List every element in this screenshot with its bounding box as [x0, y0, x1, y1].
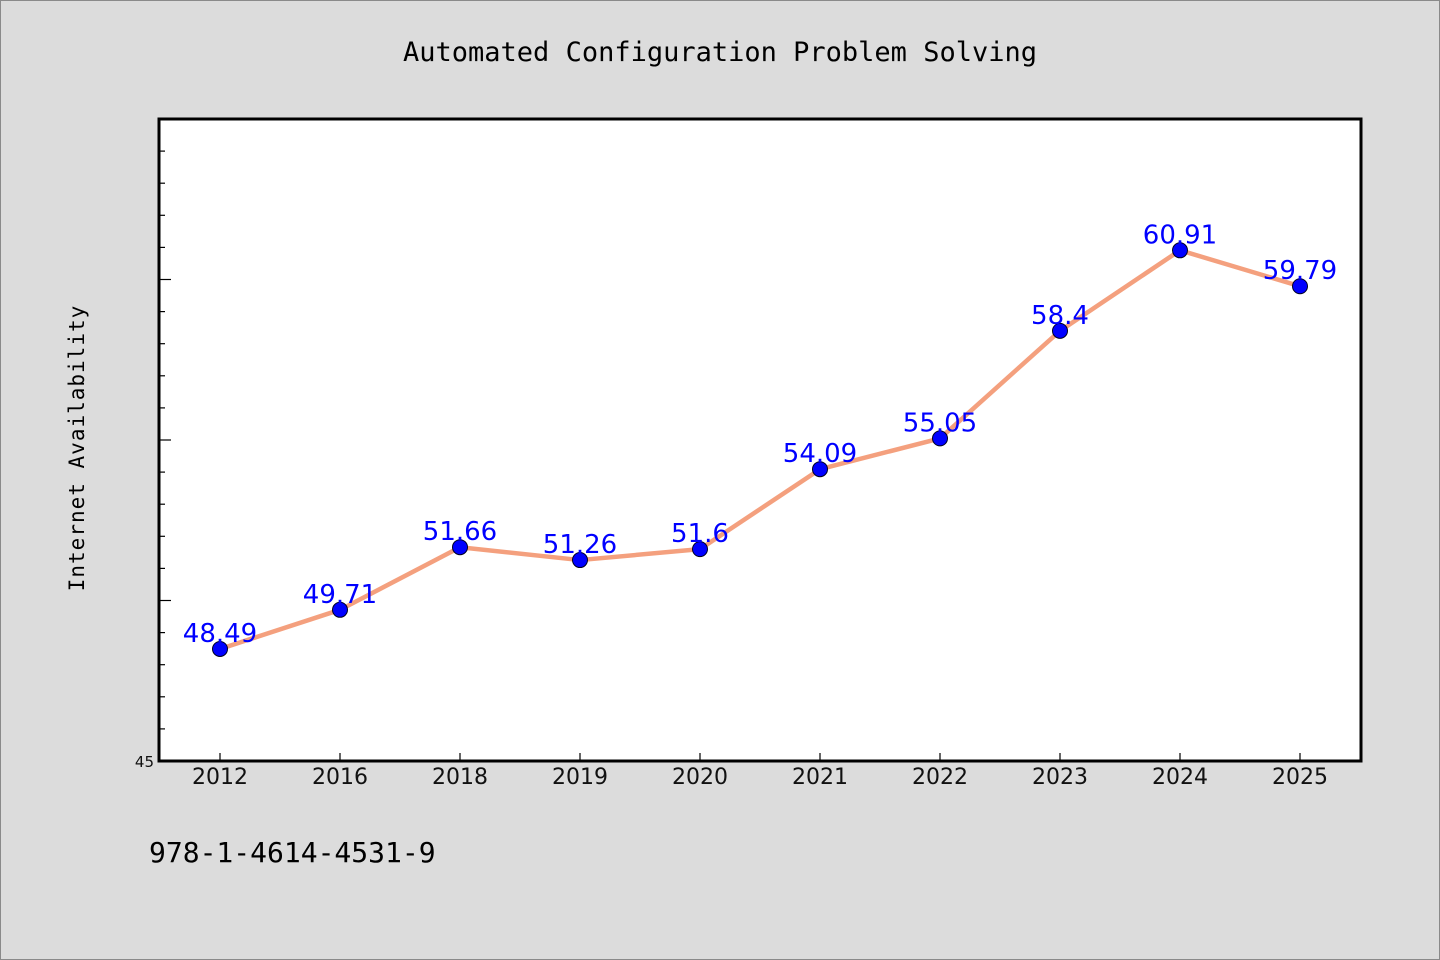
x-axis-ticks: 2012 2016 2018 2019 2020 2021 2022 2023 2024 2025: [192, 753, 1328, 790]
data-label: 48.49: [183, 619, 257, 649]
x-tick-label: 2016: [312, 765, 368, 790]
data-point: [1172, 242, 1188, 259]
x-tick-label: 2021: [792, 765, 848, 790]
data-point: [1292, 278, 1308, 295]
y-axis-ticks: [159, 150, 171, 730]
y-tick-label: 45: [135, 753, 154, 771]
x-tick-label: 2018: [432, 765, 488, 790]
data-label: 51.26: [543, 530, 617, 560]
data-label: 58.4: [1031, 301, 1089, 331]
y-axis-label: Internet Availability: [65, 305, 89, 592]
data-point: [1052, 322, 1068, 339]
data-point: [572, 552, 588, 569]
data-label: 51.66: [423, 517, 497, 547]
data-markers: [212, 242, 1308, 657]
data-point: [692, 541, 708, 558]
data-labels: 48.49 49.71 51.66 51.26 51.6 54.09 55.05 58.4 60…: [183, 220, 1337, 649]
data-label: 59.79: [1263, 256, 1337, 286]
data-point: [212, 640, 228, 657]
x-tick-label: 2023: [1032, 765, 1088, 790]
isbn-footer: 978-1-4614-4531-9: [149, 836, 436, 869]
x-tick-label: 2012: [192, 765, 248, 790]
data-point: [332, 601, 348, 618]
data-point: [812, 461, 828, 478]
chart-title: Automated Configuration Problem Solving: [403, 37, 1037, 68]
data-label: 60.91: [1143, 220, 1217, 250]
data-point: [932, 430, 948, 447]
x-tick-label: 2025: [1272, 765, 1328, 790]
x-tick-label: 2022: [912, 765, 968, 790]
plot-area: [157, 117, 1363, 763]
x-tick-label: 2020: [672, 765, 728, 790]
data-label: 49.71: [303, 580, 377, 610]
data-label: 54.09: [783, 439, 857, 469]
data-label: 55.05: [903, 408, 977, 438]
data-label: 51.6: [671, 519, 729, 549]
x-tick-label: 2019: [552, 765, 608, 790]
series-line: [217, 248, 1303, 652]
data-point: [452, 539, 468, 556]
x-tick-label: 2024: [1152, 765, 1208, 790]
